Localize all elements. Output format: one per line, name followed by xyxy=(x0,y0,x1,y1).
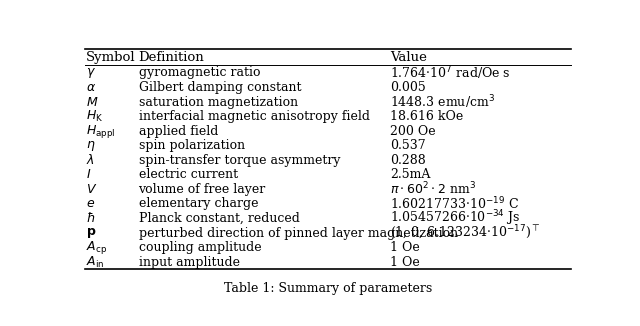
Text: interfacial magnetic anisotropy field: interfacial magnetic anisotropy field xyxy=(138,110,369,123)
Text: $e$: $e$ xyxy=(86,198,95,210)
Text: $\alpha$: $\alpha$ xyxy=(86,81,96,94)
Text: input amplitude: input amplitude xyxy=(138,256,239,269)
Text: electric current: electric current xyxy=(138,168,237,181)
Text: (1, 0, 6.123234·10$^{-17}$)$^{\top}$: (1, 0, 6.123234·10$^{-17}$)$^{\top}$ xyxy=(390,224,541,242)
Text: $\pi\cdot 60^{2}\cdot 2$ nm$^{3}$: $\pi\cdot 60^{2}\cdot 2$ nm$^{3}$ xyxy=(390,181,476,198)
Text: Symbol: Symbol xyxy=(86,51,136,64)
Text: 0.537: 0.537 xyxy=(390,139,426,152)
Text: $A_\mathrm{in}$: $A_\mathrm{in}$ xyxy=(86,255,104,270)
Text: 1448.3 emu/cm$^{3}$: 1448.3 emu/cm$^{3}$ xyxy=(390,93,495,111)
Text: $\gamma$: $\gamma$ xyxy=(86,66,96,80)
Text: saturation magnetization: saturation magnetization xyxy=(138,96,298,109)
Text: $\hbar$: $\hbar$ xyxy=(86,212,95,226)
Text: Definition: Definition xyxy=(138,51,204,64)
Text: Table 1: Summary of parameters: Table 1: Summary of parameters xyxy=(224,283,432,295)
Text: $A_\mathrm{cp}$: $A_\mathrm{cp}$ xyxy=(86,239,107,256)
Text: Planck constant, reduced: Planck constant, reduced xyxy=(138,212,300,225)
Text: 200 Oe: 200 Oe xyxy=(390,125,436,138)
Text: $H_\mathrm{K}$: $H_\mathrm{K}$ xyxy=(86,109,103,124)
Text: $\eta$: $\eta$ xyxy=(86,139,95,153)
Text: applied field: applied field xyxy=(138,125,218,138)
Text: $I$: $I$ xyxy=(86,168,92,181)
Text: 1.05457266·10$^{-34}$ Js: 1.05457266·10$^{-34}$ Js xyxy=(390,209,520,228)
Text: Value: Value xyxy=(390,51,427,64)
Text: 1 Oe: 1 Oe xyxy=(390,241,420,254)
Text: Gilbert damping constant: Gilbert damping constant xyxy=(138,81,301,94)
Text: 0.005: 0.005 xyxy=(390,81,426,94)
Text: $\mathbf{p}$: $\mathbf{p}$ xyxy=(86,226,97,240)
Text: perturbed direction of pinned layer magnetization: perturbed direction of pinned layer magn… xyxy=(138,227,458,240)
Text: $V$: $V$ xyxy=(86,183,97,196)
Text: spin-transfer torque asymmetry: spin-transfer torque asymmetry xyxy=(138,154,340,167)
Text: $H_\mathrm{appl}$: $H_\mathrm{appl}$ xyxy=(86,123,116,140)
Text: coupling amplitude: coupling amplitude xyxy=(138,241,261,254)
Text: 18.616 kOe: 18.616 kOe xyxy=(390,110,463,123)
Text: 1.764·10$^{7}$ rad/Oe s: 1.764·10$^{7}$ rad/Oe s xyxy=(390,64,511,82)
Text: 2.5mA: 2.5mA xyxy=(390,168,430,181)
Text: 0.288: 0.288 xyxy=(390,154,426,167)
Text: 1 Oe: 1 Oe xyxy=(390,256,420,269)
Text: gyromagnetic ratio: gyromagnetic ratio xyxy=(138,67,260,80)
Text: $M$: $M$ xyxy=(86,96,99,109)
Text: volume of free layer: volume of free layer xyxy=(138,183,266,196)
Text: $\lambda$: $\lambda$ xyxy=(86,153,95,167)
Text: spin polarization: spin polarization xyxy=(138,139,244,152)
Text: 1.60217733·10$^{-19}$ C: 1.60217733·10$^{-19}$ C xyxy=(390,196,519,212)
Text: elementary charge: elementary charge xyxy=(138,198,258,210)
